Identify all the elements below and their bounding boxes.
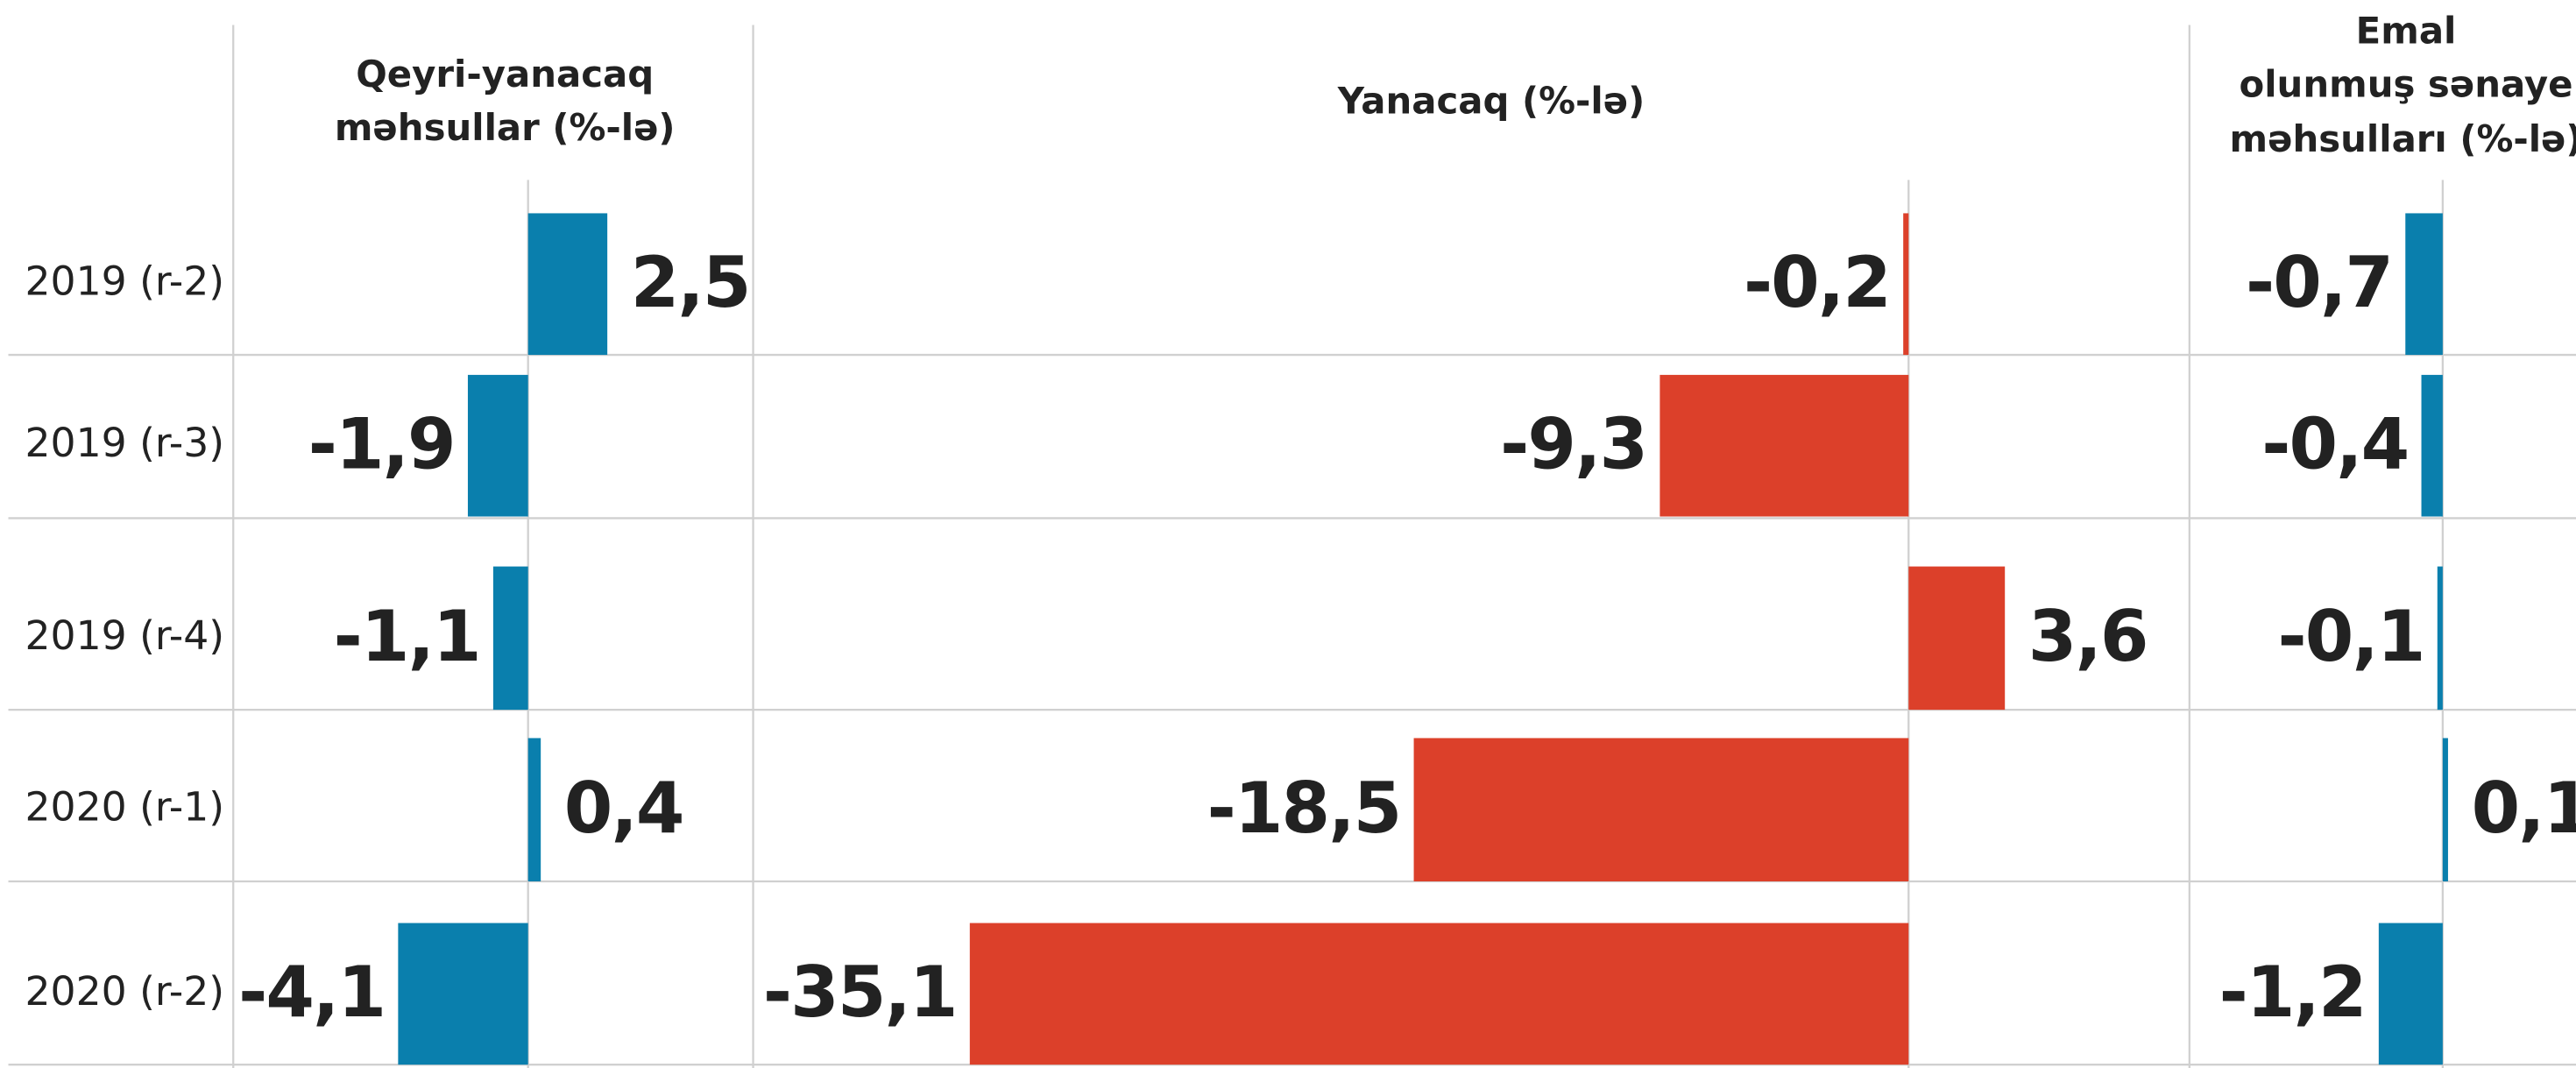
bar [2437, 566, 2443, 711]
panel-title: olunmuş sənaye [2239, 62, 2572, 105]
value-label: 0,4 [564, 767, 683, 849]
panel-title: Qeyri-yanacaq [356, 53, 654, 95]
bar [1908, 566, 2006, 711]
panel-title: məhsullar (%-lə) [335, 106, 676, 149]
value-label: -4,1 [238, 951, 385, 1033]
bar [527, 213, 608, 356]
value-label: -0,7 [2246, 242, 2392, 323]
row-label: 2020 (r-2) [25, 968, 225, 1015]
value-label: -0,2 [1744, 242, 1890, 323]
value-label: 2,5 [631, 242, 750, 323]
bar [969, 923, 1909, 1065]
row-label: 2019 (r-2) [25, 258, 225, 305]
value-label: 0,1 [2472, 767, 2576, 849]
value-label: -9,3 [1500, 403, 1646, 484]
bar [2378, 923, 2443, 1065]
value-label: -1,1 [334, 596, 480, 677]
value-label: -0,1 [2278, 596, 2424, 677]
bar [2421, 374, 2443, 517]
panel-title: Emal [2356, 10, 2457, 53]
bar [492, 566, 528, 711]
value-label: -35,1 [763, 951, 957, 1033]
value-label: -0,4 [2261, 403, 2408, 484]
bar [398, 923, 528, 1065]
row-label: 2019 (r-4) [25, 612, 225, 659]
value-label: -1,2 [2219, 951, 2366, 1033]
bar [1413, 738, 1909, 882]
bar [1903, 213, 1909, 356]
panel-title: məhsulları (%-lə) [2230, 117, 2576, 160]
value-label: 3,6 [2028, 596, 2148, 677]
bar [1660, 374, 1909, 517]
bar [2442, 738, 2448, 882]
bar [527, 738, 541, 882]
row-label: 2019 (r-3) [25, 420, 225, 466]
panel-title: Yanacaq (%-lə) [1337, 79, 1645, 122]
bar [2405, 213, 2443, 356]
row-label: 2020 (r-1) [25, 784, 225, 831]
layout-lines [8, 25, 2576, 1068]
value-label: -1,9 [308, 403, 455, 484]
value-label: -18,5 [1207, 767, 1401, 849]
bar [467, 374, 528, 517]
